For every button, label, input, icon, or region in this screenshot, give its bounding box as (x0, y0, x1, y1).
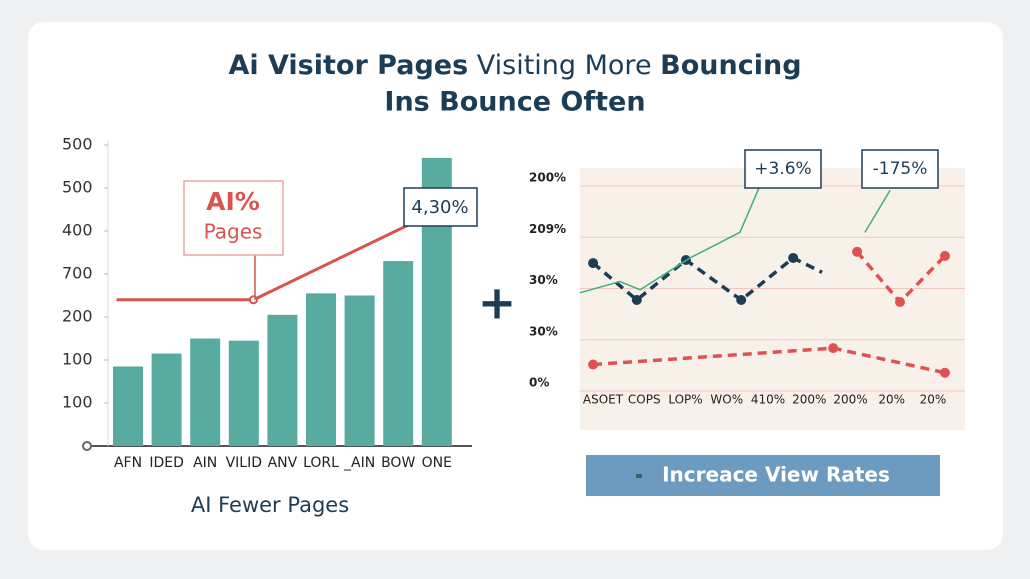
bar (383, 261, 414, 446)
y-tick-label: 500 (62, 178, 93, 197)
x-tick-label: 200% (833, 393, 867, 407)
y-tick-label: 200% (529, 171, 566, 185)
x-tick-label: AFN (114, 455, 142, 471)
title-line: Ins Bounce Often (384, 87, 645, 118)
x-tick-label: ASOET (583, 393, 624, 407)
y-tick-label: 400 (62, 221, 93, 240)
line-series (591, 255, 823, 303)
title-line: Ai Visitor Pages Visiting More Bouncing (228, 50, 801, 81)
bar (344, 295, 375, 446)
callout-box (744, 149, 822, 189)
y-tick-label: 500 (62, 135, 93, 154)
x-tick-label: LORL (303, 455, 339, 471)
bar (190, 338, 221, 446)
title-part: Ai Visitor Pages (228, 50, 468, 81)
line-point (939, 367, 950, 378)
bar (151, 353, 182, 446)
x-tick-label: ANV (268, 455, 298, 471)
title-part: Visiting More (468, 50, 660, 81)
line-point (736, 294, 747, 305)
bar (113, 366, 143, 446)
x-axis-label: AI Fewer Pages (191, 493, 349, 517)
x-tick-label: IDED (149, 455, 184, 471)
line-point (939, 250, 950, 261)
y-tick-label: 200 (62, 307, 93, 326)
callout-text: Pages (204, 220, 263, 244)
y-tick-label: 30% (529, 273, 558, 287)
line-point (852, 246, 863, 257)
x-tick-label: _AIN (343, 455, 375, 471)
x-tick-label: ONE (422, 455, 452, 471)
y-tick-label: 100 (62, 393, 93, 412)
axis-origin (82, 441, 92, 451)
line-point (828, 343, 839, 354)
line-point (588, 359, 599, 370)
trend-point (248, 295, 258, 305)
x-tick-label: 20% (920, 393, 947, 407)
button-label[interactable]: Increace View Rates (662, 463, 890, 487)
x-tick-label: COPS (628, 393, 661, 407)
line-point (588, 258, 599, 269)
line-series (579, 184, 761, 294)
callout-box (403, 187, 478, 227)
y-tick-label: 30% (529, 324, 558, 338)
y-tick-label: 100 (62, 350, 93, 369)
title-part: Bouncing (660, 50, 801, 81)
x-tick-label: VILID (226, 455, 262, 471)
bar (267, 314, 298, 446)
plus-sign: + (478, 276, 517, 330)
x-tick-label: WO% (710, 393, 743, 407)
y-tick-label: 700 (62, 264, 93, 283)
bar (306, 293, 336, 446)
callout-text: +3.6% (754, 159, 811, 179)
line-point (631, 294, 642, 305)
x-tick-label: LOP% (668, 393, 702, 407)
x-tick-label: 200% (792, 393, 826, 407)
callout-text: 4,30% (411, 197, 468, 218)
x-tick-label: AIN (193, 455, 217, 471)
callout-box (183, 180, 284, 256)
bar (228, 340, 259, 446)
line-point (788, 252, 799, 263)
callout-text: AI% (206, 187, 260, 216)
x-tick-label: 410% (751, 393, 785, 407)
y-tick-label: 0% (529, 376, 549, 390)
callout-box (861, 149, 939, 189)
x-tick-label: 20% (878, 393, 905, 407)
line-series (864, 189, 891, 233)
button[interactable] (586, 455, 940, 496)
line-point (895, 297, 905, 308)
callout-text: -175% (873, 159, 928, 179)
x-tick-label: BOW (381, 455, 415, 471)
y-tick-label: 209% (529, 222, 566, 236)
button-icon (636, 474, 642, 478)
